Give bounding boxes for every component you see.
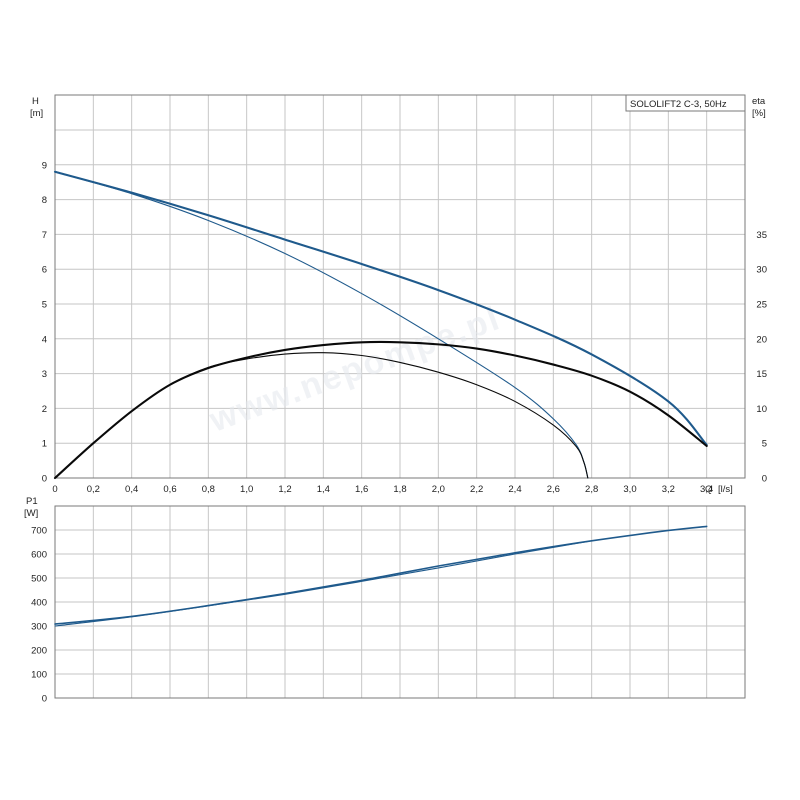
efficiency-tick-label: 10 <box>756 404 767 415</box>
head-axis-label-unit: [m] <box>30 108 43 119</box>
head-axis-tick-labels: 0 1 2 3 4 5 6 7 8 9 <box>42 160 47 484</box>
efficiency-tick-label: 5 <box>762 439 767 450</box>
head-tick-label: 7 <box>42 230 47 241</box>
flow-tick-label: 0,6 <box>163 484 176 495</box>
power-axis-tick-labels: 0 100 200 300 400 500 600 700 <box>31 526 47 705</box>
flow-tick-label: 1,6 <box>355 484 368 495</box>
watermark-text: www.nepompe.pl <box>204 299 506 440</box>
head-tick-label: 1 <box>42 439 47 450</box>
flow-tick-label: 1,8 <box>393 484 406 495</box>
flow-tick-label: 1,2 <box>278 484 291 495</box>
power-tick-label: 500 <box>31 574 47 585</box>
head-plot-frame <box>54 94 746 479</box>
head-tick-label: 9 <box>42 160 47 171</box>
power-plot-frame <box>54 505 746 699</box>
power-grid <box>54 505 746 698</box>
power-tick-label: 600 <box>31 550 47 561</box>
power-tick-label: 300 <box>31 622 47 633</box>
head-axis-label-symbol: H <box>32 96 39 107</box>
efficiency-tick-label: 0 <box>762 474 767 485</box>
head-efficiency-panel: www.nepompe.pl 0 0,2 0,4 0,6 0,8 1,0 1,2 1,4 1,6… <box>30 94 767 495</box>
power-curves <box>54 525 708 627</box>
head-grid <box>54 95 746 478</box>
head-tick-label: 6 <box>42 265 47 276</box>
flow-tick-label: 0,8 <box>202 484 215 495</box>
efficiency-tick-label: 20 <box>756 334 767 345</box>
flow-tick-label: 2,4 <box>508 484 521 495</box>
flow-tick-label: 0,2 <box>87 484 100 495</box>
head-tick-label: 8 <box>42 195 47 206</box>
efficiency-axis-label-unit: [%] <box>752 108 766 119</box>
power-tick-label: 200 <box>31 646 47 657</box>
power-tick-label: 100 <box>31 670 47 681</box>
efficiency-axis-tick-labels: 0 5 10 15 20 25 30 35 <box>756 230 767 485</box>
flow-tick-label: 3,0 <box>623 484 636 495</box>
flow-tick-label: 1,4 <box>317 484 330 495</box>
efficiency-tick-label: 25 <box>756 300 767 311</box>
flow-tick-label: 2,6 <box>547 484 560 495</box>
flow-tick-label: 3,2 <box>662 484 675 495</box>
efficiency-curve-secondary <box>54 352 589 479</box>
head-tick-label: 4 <box>42 334 47 345</box>
power-panel: 0 100 200 300 400 500 600 700 P1 [W] <box>24 496 746 705</box>
efficiency-tick-label: 15 <box>756 369 767 380</box>
power-tick-label: 0 <box>42 694 47 705</box>
head-tick-label: 3 <box>42 369 47 380</box>
head-tick-label: 0 <box>42 474 47 485</box>
flow-axis-label-unit: [l/s] <box>718 484 733 495</box>
flow-tick-label: 2,8 <box>585 484 598 495</box>
power-tick-label: 400 <box>31 598 47 609</box>
flow-tick-label: 0,4 <box>125 484 138 495</box>
head-curve-secondary <box>54 171 589 479</box>
efficiency-tick-label: 30 <box>756 265 767 276</box>
efficiency-tick-label: 35 <box>756 230 767 241</box>
power-axis-label-unit: [W] <box>24 508 38 519</box>
flow-tick-label: 3,4 <box>700 484 713 495</box>
head-tick-label: 5 <box>42 300 47 311</box>
head-efficiency-curves <box>53 170 708 480</box>
flow-tick-label: 1,0 <box>240 484 253 495</box>
head-tick-label: 2 <box>42 404 47 415</box>
chart-title: SOLOLIFT2 C-3, 50Hz <box>630 99 727 110</box>
power-axis-label-symbol: P1 <box>26 496 38 507</box>
flow-tick-label: 2,0 <box>432 484 445 495</box>
flow-tick-label: 0 <box>52 484 57 495</box>
power-curve-secondary <box>54 540 589 627</box>
flow-tick-label: 2,2 <box>470 484 483 495</box>
power-tick-label: 700 <box>31 526 47 537</box>
efficiency-axis-label-symbol: eta <box>752 96 766 107</box>
flow-axis-tick-labels: 0 0,2 0,4 0,6 0,8 1,0 1,2 1,4 1,6 1,8 2,0 2,2 2,4 2,6… <box>52 484 713 495</box>
power-curve-primary <box>54 525 708 625</box>
chart-title-box <box>625 94 746 112</box>
head-curve-primary <box>53 170 708 446</box>
flow-axis-label-symbol: Q <box>705 484 712 495</box>
